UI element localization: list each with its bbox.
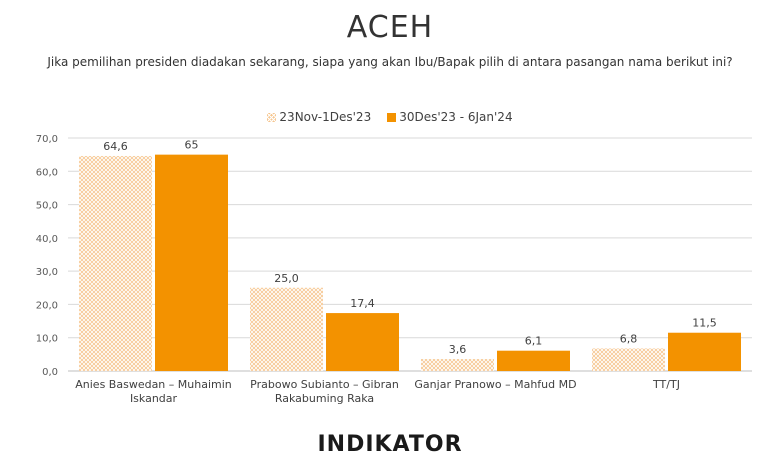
bar-chart: 0,0 10,0 20,0 30,0 40,0 50,0 60,0 70,0 64,6 65 Ani… — [36, 134, 752, 405]
data-label: 6,1 — [525, 335, 543, 348]
legend-swatch-series-2 — [387, 112, 397, 122]
y-tick-label: 70,0 — [36, 134, 58, 145]
data-label: 25,0 — [274, 272, 299, 285]
data-label: 6,8 — [620, 332, 638, 345]
y-tick-label: 50,0 — [36, 201, 58, 212]
indikator-logo: INDIKATOR — [317, 432, 463, 457]
bar-1 — [79, 155, 152, 371]
y-tick-label: 30,0 — [36, 267, 58, 278]
chart-title: ACEH — [346, 10, 434, 45]
bar-2 — [155, 154, 228, 371]
data-label: 64,6 — [103, 140, 128, 153]
x-tick-label: Prabowo Subianto – Gibran — [250, 378, 399, 391]
bars — [79, 154, 741, 371]
y-tick-label: 20,0 — [36, 300, 58, 311]
legend-item-series-2: 30Des'23 - 6Jan'24 — [387, 110, 513, 124]
bar-2 — [326, 313, 399, 371]
bar-1 — [421, 359, 494, 371]
legend-item-series-1: 23Nov-1Des'23 — [267, 110, 371, 124]
bar-1 — [592, 348, 665, 371]
legend-label-series-1: 23Nov-1Des'23 — [279, 110, 372, 124]
bar-2 — [668, 332, 741, 371]
data-label: 11,5 — [692, 317, 717, 330]
legend-swatch-series-1 — [267, 112, 277, 122]
x-tick-label: Ganjar Pranowo – Mahfud MD — [414, 378, 576, 391]
bar-1 — [250, 287, 323, 371]
chart-text: 0,0 10,0 20,0 30,0 40,0 50,0 60,0 70,0 64,6 65 Ani… — [36, 134, 717, 405]
y-tick-label: 10,0 — [36, 334, 58, 345]
data-label: 3,6 — [449, 343, 467, 356]
legend-label-series-2: 30Des'23 - 6Jan'24 — [399, 110, 513, 124]
x-tick-label: Anies Baswedan – Muhaimin — [75, 378, 232, 391]
x-tick-label: Iskandar — [130, 392, 178, 405]
bar-2 — [497, 350, 570, 371]
y-tick-label: 0,0 — [42, 367, 58, 378]
data-label: 17,4 — [350, 297, 375, 310]
x-tick-label: TT/TJ — [652, 378, 680, 391]
chart-subtitle: Jika pemilihan presiden diadakan sekaran… — [47, 55, 733, 69]
y-tick-label: 60,0 — [36, 167, 58, 178]
data-label: 65 — [185, 139, 199, 152]
x-tick-label: Rakabuming Raka — [275, 392, 374, 405]
y-tick-label: 40,0 — [36, 234, 58, 245]
chart-legend: 23Nov-1Des'23 30Des'23 - 6Jan'24 — [0, 110, 780, 124]
